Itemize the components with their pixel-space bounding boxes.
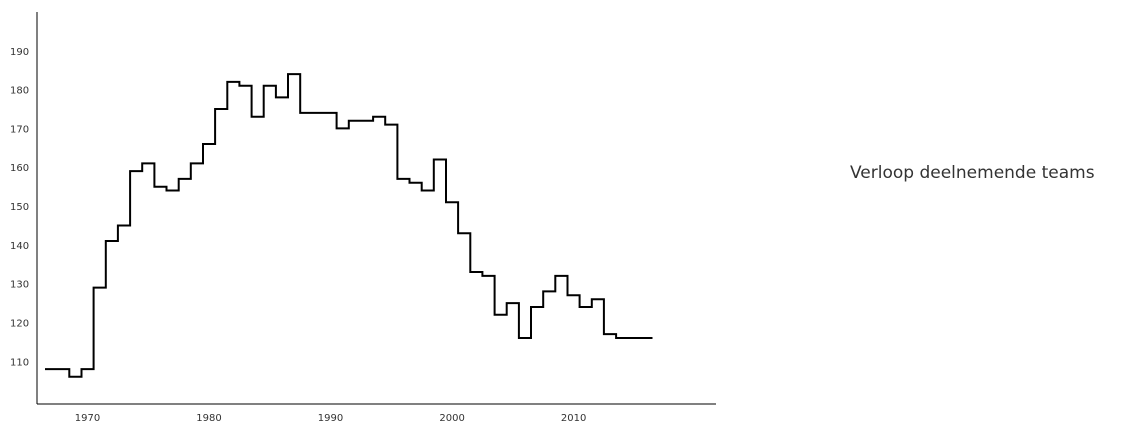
x-tick-labels: 1970 1980 1990 2000 2010 — [75, 413, 587, 423]
y-tick-labels: 110 120 130 140 150 160 170 180 190 — [10, 47, 29, 368]
y-tick-label: 150 — [10, 202, 29, 213]
x-tick-label: 2000 — [439, 413, 464, 423]
series-line — [45, 73, 653, 378]
y-tick-label: 170 — [10, 124, 29, 135]
chart-title: Verloop deelnemende teams — [850, 163, 1095, 183]
x-tick-label: 1990 — [318, 413, 343, 423]
y-tick-label: 160 — [10, 163, 29, 174]
x-tick-label: 1970 — [75, 413, 100, 423]
x-tick-label: 1980 — [196, 413, 221, 423]
y-tick-label: 110 — [10, 357, 29, 368]
y-tick-label: 190 — [10, 47, 29, 58]
y-tick-label: 120 — [10, 319, 29, 330]
y-tick-label: 130 — [10, 280, 29, 291]
y-tick-label: 140 — [10, 241, 29, 252]
y-tick-label: 180 — [10, 86, 29, 97]
x-tick-label: 2010 — [561, 413, 586, 423]
